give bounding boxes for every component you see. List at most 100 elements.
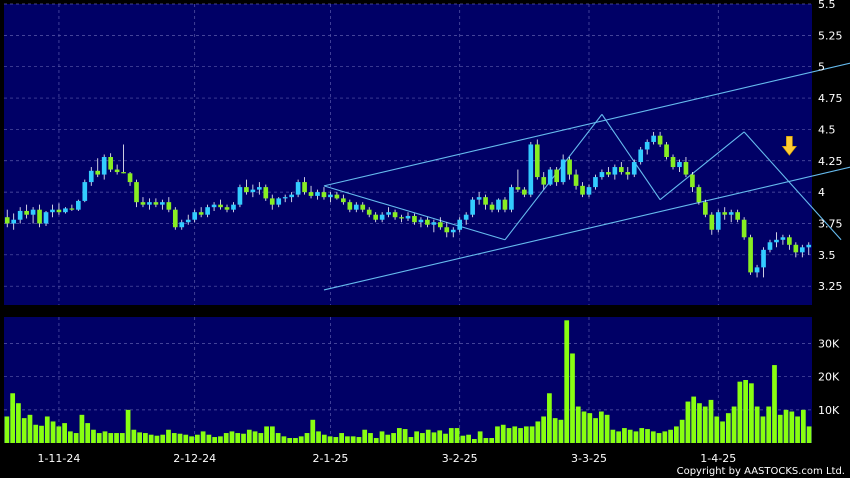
trend-line [323, 166, 850, 291]
candle-body [315, 192, 320, 196]
volume-bar [454, 428, 460, 443]
volume-bar [466, 434, 471, 443]
candle-body [95, 170, 101, 175]
volume-bar [483, 438, 489, 443]
volume-axis: 30K 20K 10K [818, 338, 840, 417]
candle-body [353, 204, 359, 210]
volume-bar [339, 433, 344, 443]
volume-bar [650, 431, 656, 443]
volume-bar [616, 431, 622, 443]
trend-line [323, 62, 850, 187]
candle-body [328, 194, 333, 198]
candle-body [709, 214, 715, 230]
volume-bar [679, 419, 685, 443]
volume-bar [27, 414, 33, 443]
candle-body [599, 172, 605, 178]
price-tick-label: 5.25 [818, 29, 843, 42]
volume-bar [541, 416, 546, 443]
volume-bar [731, 406, 737, 443]
candle-body [134, 182, 139, 203]
candle-body [269, 198, 275, 205]
candle-body [761, 249, 766, 268]
volume-bar [766, 406, 772, 443]
volume-bar [697, 403, 702, 443]
candle-body [263, 187, 269, 199]
volume-bar [512, 426, 518, 443]
volume-tick-label: 20K [818, 371, 840, 384]
candle-body [612, 167, 618, 175]
date-tick-label: 3-3-25 [571, 452, 607, 465]
candle-body [237, 187, 243, 205]
volume-bar [200, 431, 206, 443]
candle-body [541, 177, 547, 185]
date-tick-label: 1-4-25 [700, 452, 736, 465]
volume-bar [154, 435, 160, 443]
volume-bar [668, 429, 673, 443]
candle-body [560, 159, 566, 183]
volume-bar [720, 421, 725, 443]
volume-bar [795, 416, 800, 443]
candle-body [787, 237, 792, 245]
volume-bar [610, 429, 616, 443]
candle-body [341, 198, 346, 203]
candle-body [450, 229, 456, 233]
candle-body [282, 197, 288, 199]
volume-bar [448, 428, 454, 443]
volume-bar [575, 406, 581, 443]
candle-body [806, 244, 812, 248]
volume-bar [73, 433, 79, 443]
volume-bar [420, 433, 425, 443]
volume-bar [587, 413, 593, 443]
trend-line [504, 114, 603, 241]
candle-body [63, 208, 68, 213]
volume-bar [564, 320, 570, 443]
candle-body [618, 167, 624, 173]
candle-body [30, 209, 36, 215]
volume-bar [598, 411, 604, 443]
candle-body [56, 209, 62, 213]
candle-body [295, 182, 301, 195]
candle-body [625, 172, 631, 175]
volume-bar [223, 433, 229, 443]
volume-bar [737, 381, 743, 443]
candle-body [147, 202, 152, 205]
candlesticks [4, 131, 812, 278]
candle-body [347, 202, 353, 210]
date-tick-label: 2-1-25 [312, 452, 348, 465]
volume-bar [529, 426, 535, 443]
candle-body [457, 219, 463, 230]
volume-bar [408, 437, 414, 443]
candle-body [82, 182, 88, 201]
candle-body [334, 194, 340, 199]
volume-bar [108, 433, 114, 443]
candle-body [308, 192, 314, 196]
candle-body [399, 217, 404, 219]
candle-body [431, 222, 437, 225]
volume-bar [627, 429, 633, 443]
volume-bar [218, 436, 223, 443]
volume-bar [656, 433, 662, 443]
trend-lines [323, 62, 850, 291]
volume-bar [79, 414, 85, 443]
volume-bar [206, 434, 212, 443]
volume-bar [552, 418, 558, 443]
candle-body [554, 169, 559, 183]
candle-body [392, 212, 398, 218]
candle-body [793, 244, 799, 253]
volume-bar [558, 419, 564, 443]
volume-bar [708, 399, 714, 443]
date-tick-label: 3-2-25 [442, 452, 478, 465]
candle-body [192, 212, 198, 220]
candle-body [360, 204, 366, 210]
volume-bar [633, 431, 639, 443]
volume-bar [414, 431, 420, 443]
volume-bar [518, 428, 523, 443]
volume-bar [760, 416, 766, 443]
candle-body [224, 207, 230, 210]
candle-body [160, 202, 165, 205]
arrow-marker [781, 135, 797, 156]
volume-bar [714, 416, 720, 443]
volume-bar [725, 413, 731, 443]
candle-body [444, 227, 450, 233]
volume-grid [4, 317, 812, 443]
